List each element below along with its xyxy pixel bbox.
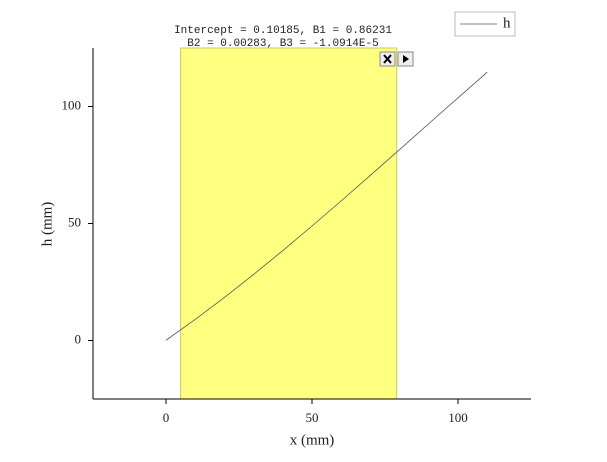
legend-label: h xyxy=(503,15,511,31)
close-icon xyxy=(383,54,392,64)
y-tick-label: 100 xyxy=(62,97,82,112)
x-tick-label: 100 xyxy=(448,410,468,425)
x-tick-label: 0 xyxy=(163,410,170,425)
data-line xyxy=(165,71,488,341)
y-tick-label: 0 xyxy=(75,331,82,346)
x-axis-label: x (mm) xyxy=(290,432,335,448)
highlight-region xyxy=(180,47,398,400)
y-axis-label: h (mm) xyxy=(39,202,55,247)
annotation: Intercept = 0.10185, B1 = 0.86231 xyxy=(174,25,392,37)
annotation: B2 = 0.00283, B3 = -1.0914E-5 xyxy=(187,38,378,50)
x-tick-label: 50 xyxy=(306,410,319,425)
y-tick-label: 50 xyxy=(68,214,81,229)
expand-icon xyxy=(403,55,409,63)
